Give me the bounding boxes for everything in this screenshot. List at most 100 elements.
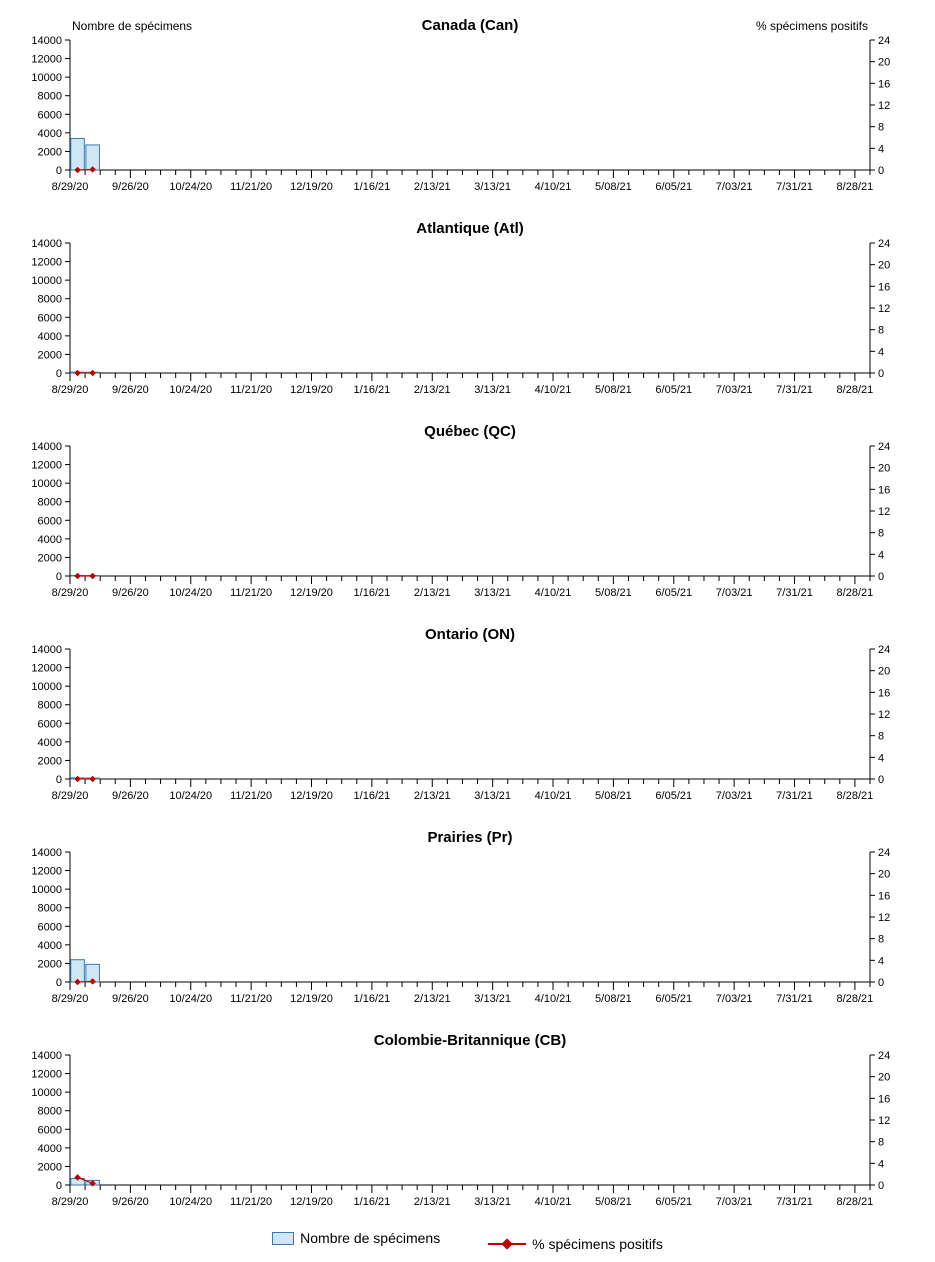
x-tick-label: 7/03/21 <box>716 1196 753 1208</box>
x-tick-label: 2/13/21 <box>414 384 451 396</box>
y-left-tick: 14000 <box>31 847 62 859</box>
x-tick-label: 6/05/21 <box>655 1196 692 1208</box>
x-tick-label: 3/13/21 <box>474 1196 511 1208</box>
x-tick-label: 7/31/21 <box>776 587 813 599</box>
y-right-label: % spécimens positifs <box>756 19 868 33</box>
y-left-tick: 14000 <box>31 238 62 250</box>
y-right-tick: 20 <box>878 869 890 881</box>
x-tick-label: 11/21/20 <box>230 790 272 802</box>
y-left-tick: 14000 <box>31 35 62 47</box>
chart-svg: Québec (QC)02000400060008000100001200014… <box>10 416 925 606</box>
y-right-tick: 16 <box>878 281 890 293</box>
y-left-tick: 2000 <box>38 349 62 361</box>
y-right-tick: 4 <box>878 143 884 155</box>
panel-title: Québec (QC) <box>424 423 516 440</box>
chart-panel-on: Ontario (ON)0200040006000800010000120001… <box>10 619 925 814</box>
x-tick-label: 1/16/21 <box>354 587 391 599</box>
x-tick-label: 6/05/21 <box>655 790 692 802</box>
panel-title: Prairies (Pr) <box>427 829 512 846</box>
y-right-tick: 12 <box>878 506 890 518</box>
x-tick-label: 9/26/20 <box>112 1196 149 1208</box>
y-left-tick: 4000 <box>38 940 62 952</box>
y-left-tick: 2000 <box>38 958 62 970</box>
chart-svg: Atlantique (Atl)020004000600080001000012… <box>10 213 925 403</box>
x-tick-label: 3/13/21 <box>474 790 511 802</box>
x-tick-label: 8/28/21 <box>837 1196 874 1208</box>
x-tick-label: 12/19/20 <box>290 790 333 802</box>
y-left-tick: 8000 <box>38 700 62 712</box>
chart-svg: Ontario (ON)0200040006000800010000120001… <box>10 619 925 809</box>
line-swatch-icon <box>488 1240 526 1248</box>
y-right-tick: 12 <box>878 709 890 721</box>
bar-swatch-icon <box>272 1232 294 1245</box>
x-tick-label: 5/08/21 <box>595 790 632 802</box>
x-tick-label: 11/21/20 <box>230 181 272 193</box>
x-tick-label: 3/13/21 <box>474 993 511 1005</box>
x-tick-label: 8/29/20 <box>52 384 89 396</box>
y-right-tick: 16 <box>878 1093 890 1105</box>
y-right-tick: 12 <box>878 1115 890 1127</box>
pct-marker <box>75 776 81 782</box>
x-tick-label: 1/16/21 <box>354 993 391 1005</box>
chart-panel-can: Canada (Can)Nombre de spécimens% spécime… <box>10 10 925 205</box>
y-left-tick: 6000 <box>38 718 62 730</box>
y-right-tick: 8 <box>878 1137 884 1149</box>
x-tick-label: 5/08/21 <box>595 587 632 599</box>
y-left-tick: 0 <box>56 368 62 380</box>
y-left-label: Nombre de spécimens <box>72 19 192 33</box>
y-right-tick: 0 <box>878 774 884 786</box>
y-left-tick: 0 <box>56 977 62 989</box>
y-right-tick: 16 <box>878 78 890 90</box>
panel-title: Colombie-Britannique (CB) <box>374 1032 567 1049</box>
pct-marker <box>75 370 81 376</box>
x-tick-label: 8/29/20 <box>52 993 89 1005</box>
x-tick-label: 5/08/21 <box>595 993 632 1005</box>
y-right-tick: 0 <box>878 571 884 583</box>
y-right-tick: 4 <box>878 346 884 358</box>
pct-marker <box>90 776 96 782</box>
x-tick-label: 7/31/21 <box>776 790 813 802</box>
y-left-tick: 4000 <box>38 737 62 749</box>
x-tick-label: 8/28/21 <box>837 384 874 396</box>
x-tick-label: 2/13/21 <box>414 1196 451 1208</box>
y-left-tick: 6000 <box>38 921 62 933</box>
x-tick-label: 5/08/21 <box>595 384 632 396</box>
y-right-tick: 20 <box>878 463 890 475</box>
x-tick-label: 6/05/21 <box>655 587 692 599</box>
x-tick-label: 5/08/21 <box>595 181 632 193</box>
x-tick-label: 4/10/21 <box>535 790 572 802</box>
x-tick-label: 3/13/21 <box>474 384 511 396</box>
x-tick-label: 12/19/20 <box>290 993 333 1005</box>
x-tick-label: 7/03/21 <box>716 384 753 396</box>
x-tick-label: 6/05/21 <box>655 181 692 193</box>
x-tick-label: 12/19/20 <box>290 384 333 396</box>
y-left-tick: 6000 <box>38 515 62 527</box>
y-left-tick: 2000 <box>38 755 62 767</box>
x-tick-label: 1/16/21 <box>354 181 391 193</box>
x-tick-label: 7/31/21 <box>776 181 813 193</box>
legend: Nombre de spécimens % spécimens positifs <box>10 1230 925 1252</box>
y-right-tick: 24 <box>878 35 890 47</box>
y-right-tick: 4 <box>878 549 884 561</box>
y-left-tick: 12000 <box>31 1069 62 1081</box>
x-tick-label: 11/21/20 <box>230 993 272 1005</box>
y-left-tick: 4000 <box>38 534 62 546</box>
x-tick-label: 4/10/21 <box>535 993 572 1005</box>
y-right-tick: 8 <box>878 528 884 540</box>
x-tick-label: 4/10/21 <box>535 181 572 193</box>
y-left-tick: 10000 <box>31 72 62 84</box>
y-left-tick: 6000 <box>38 109 62 121</box>
y-left-tick: 12000 <box>31 54 62 66</box>
x-tick-label: 12/19/20 <box>290 181 333 193</box>
x-tick-label: 10/24/20 <box>169 1196 212 1208</box>
x-tick-label: 8/29/20 <box>52 587 89 599</box>
y-left-tick: 8000 <box>38 294 62 306</box>
x-tick-label: 8/28/21 <box>837 181 874 193</box>
y-right-tick: 24 <box>878 644 890 656</box>
y-left-tick: 12000 <box>31 866 62 878</box>
y-right-tick: 24 <box>878 1050 890 1062</box>
x-tick-label: 2/13/21 <box>414 181 451 193</box>
x-tick-label: 2/13/21 <box>414 993 451 1005</box>
legend-line: % spécimens positifs <box>488 1236 663 1252</box>
x-tick-label: 8/28/21 <box>837 790 874 802</box>
